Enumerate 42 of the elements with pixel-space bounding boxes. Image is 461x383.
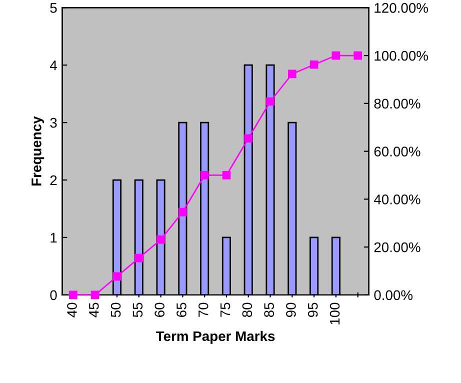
x-tick-label: 85	[264, 302, 274, 318]
point	[200, 171, 209, 180]
x-tick-label: 80	[242, 302, 252, 318]
point	[178, 208, 187, 216]
y2-tick-label: 0.00%	[374, 290, 413, 300]
y-tick-label: 3	[50, 118, 57, 128]
point	[69, 290, 78, 300]
point	[156, 235, 165, 244]
y-axis-title: Frequency	[32, 116, 44, 186]
x-tick-label: 50	[110, 302, 121, 318]
point	[112, 272, 122, 281]
y2-tick-label: 40.00%	[374, 194, 420, 204]
y-tick-label: 0	[50, 290, 57, 300]
point	[310, 60, 318, 69]
point	[244, 134, 253, 143]
x-tick-label: 65	[176, 302, 186, 317]
x-tick-label: 45	[89, 302, 99, 318]
y2-tick-label: 100.00%	[374, 50, 428, 61]
y-tick-label: 1	[50, 232, 57, 242]
y2-tick-label: 80.00%	[374, 98, 420, 109]
x-tick-label: 70	[198, 302, 208, 317]
y-tick-label: 2	[50, 175, 57, 186]
point	[332, 51, 340, 60]
x-tick-label: 100	[330, 302, 340, 324]
x-axis-title: Term Paper Marks	[156, 330, 275, 344]
point	[90, 290, 100, 300]
x-tick-label: 40	[67, 302, 77, 318]
point	[354, 51, 362, 60]
y-tick-label: 5	[50, 3, 57, 13]
y2-tick-label: 60.00%	[374, 146, 420, 156]
x-tick-label: 60	[154, 302, 164, 317]
x-tick-label: 55	[132, 302, 143, 318]
y2-tick-label: 20.00%	[374, 242, 420, 252]
y2-tick-label: 120.00%	[374, 2, 428, 13]
point	[266, 97, 274, 106]
point	[134, 254, 144, 262]
point	[222, 171, 231, 180]
x-tick-label: 90	[286, 302, 296, 317]
x-tick-label: 95	[308, 302, 318, 317]
x-tick-label: 75	[220, 302, 230, 317]
y-tick-label: 4	[50, 60, 57, 70]
point	[288, 70, 296, 78]
